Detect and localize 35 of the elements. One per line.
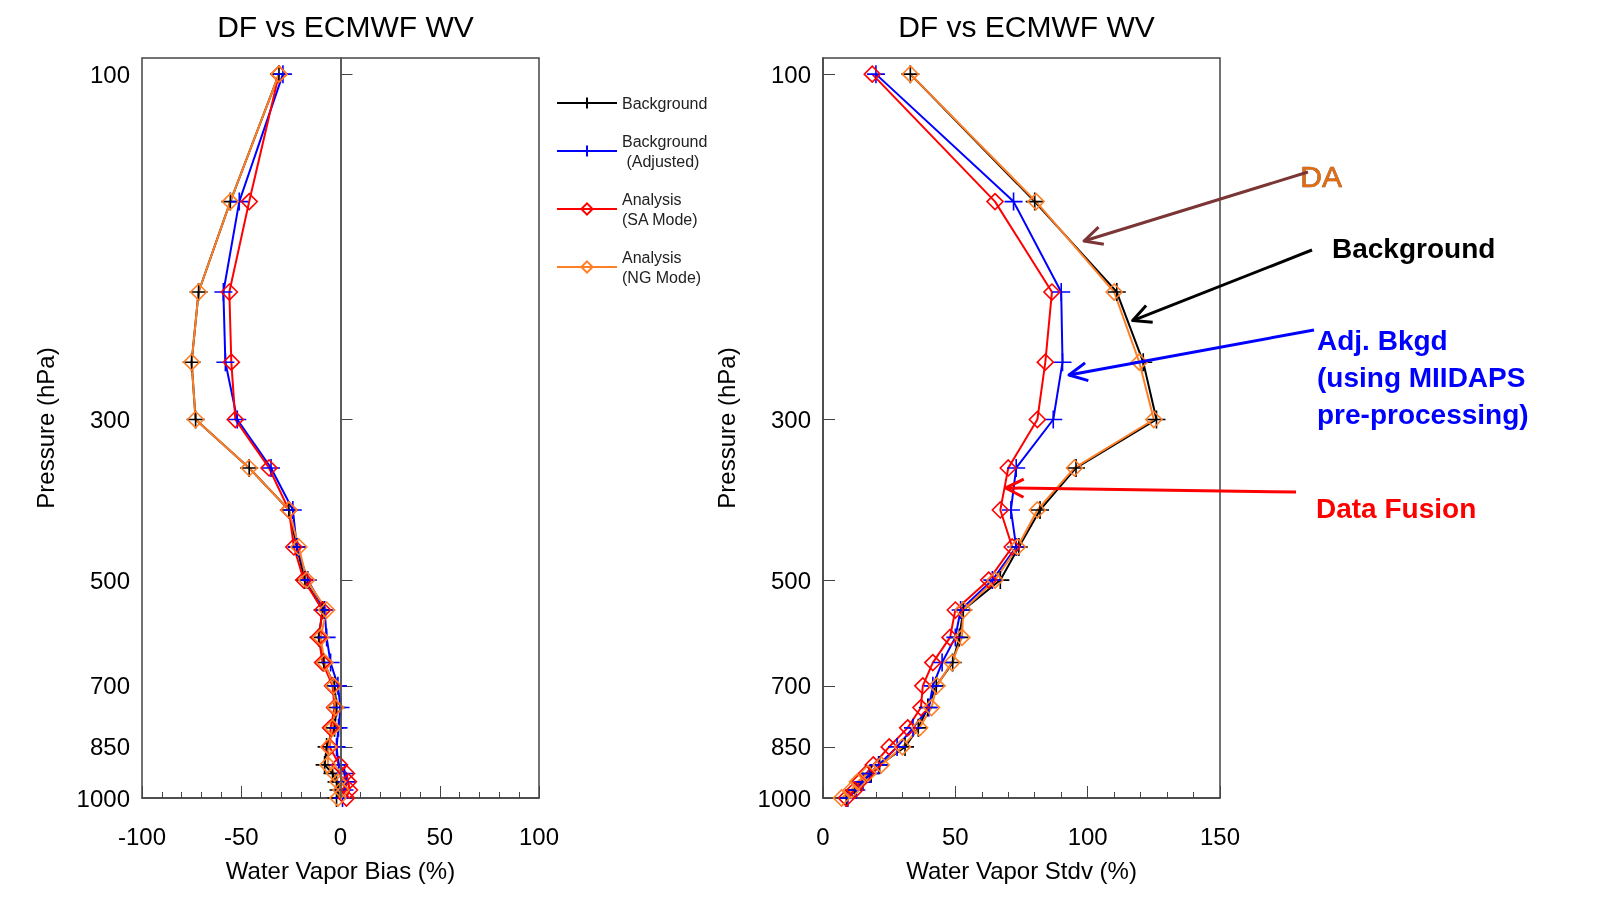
legend-label: Analysis (NG Mode) [622, 248, 702, 286]
y-tick-label: 1000 [76, 784, 130, 812]
y-tick-label: 300 [89, 406, 130, 433]
x-tick-label: -50 [223, 822, 259, 850]
y-tick-label: 500 [89, 566, 130, 594]
annotation: Background [1332, 233, 1496, 264]
x-tick-label: 0 [333, 822, 348, 850]
x-tick-label: -100 [117, 822, 167, 850]
legend-label: Background [622, 94, 708, 112]
y-tick-label: 500 [770, 566, 811, 594]
text: DA [1300, 160, 1342, 193]
y-axis-title: Pressure (hPa) [712, 347, 740, 509]
y-axis-title: Pressure (hPa) [31, 347, 59, 509]
x-tick-label: 0 [816, 822, 830, 850]
x-tick-label: 50 [941, 822, 969, 850]
annotation: Data Fusion [1316, 493, 1477, 524]
x-tick-label: 100 [1067, 822, 1108, 850]
x-axis-title: Water Vapor Stdv (%) [906, 856, 1137, 884]
y-tick-label: 300 [770, 406, 811, 433]
legend-label: Analysis (SA Mode) [622, 190, 698, 228]
y-tick-label: 850 [770, 733, 811, 761]
y-tick-label: 850 [89, 733, 130, 761]
x-axis-title: Water Vapor Bias (%) [225, 856, 456, 884]
x-tick-label: 150 [1199, 822, 1241, 850]
y-tick-label: 700 [770, 672, 811, 700]
legend-label: Background (Adjusted) [622, 132, 708, 170]
x-tick-label: 50 [426, 822, 454, 850]
y-tick-label: 1000 [757, 784, 811, 812]
chart-title: DF vs ECMWF WV [217, 9, 474, 43]
text: Adj. Bkgd (using MIIDAPS pre-processing) [1317, 325, 1529, 430]
y-tick-label: 100 [770, 60, 811, 88]
x-tick-label: 100 [518, 822, 560, 850]
chart-title: DF vs ECMWF WV [898, 9, 1155, 43]
y-tick-label: 700 [89, 672, 130, 700]
y-tick-label: 100 [89, 60, 130, 88]
